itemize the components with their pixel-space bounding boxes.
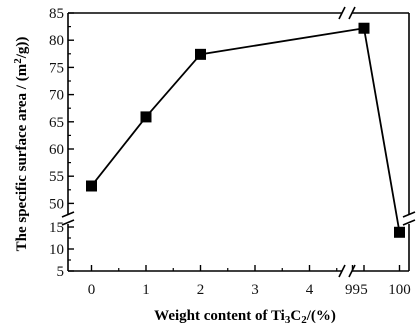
top-axis-break-b [348,6,356,20]
x-axis-break-a [338,264,346,278]
x-tick-label: 1 [142,282,150,298]
y-tick-label: 5 [57,264,65,280]
data-point-marker [195,48,206,60]
y-axis-break-b [61,219,75,226]
y-axis-title: The specific surface area / (m2/g)) [12,37,30,252]
x-tick-label: 2 [197,282,205,298]
data-series [86,22,405,238]
y-tick-label: 50 [49,196,64,212]
y-tick-label: 65 [49,115,64,131]
y-tick-label: 85 [49,6,64,22]
y-tick-label: 60 [49,142,64,158]
x-tick-label: 4 [306,282,314,298]
tick-marks [68,12,401,272]
y-tick-label: 10 [49,242,64,258]
x-tick-label: 100 [388,282,411,298]
x-tick-label: 99 [345,282,360,298]
y-tick-label: 75 [49,60,64,76]
x-tick-label: 3 [251,282,259,298]
x-tick-label: 0 [88,282,96,298]
x-tick-label: 5 [360,282,368,298]
y-axis-break-a [61,211,75,218]
y-tick-label: 55 [49,169,64,185]
top-axis-break-a [338,6,346,20]
data-point-marker [86,180,97,192]
data-point-marker [394,226,405,238]
y-tick-label: 80 [49,33,64,49]
y-tick-label: 70 [49,88,64,104]
axes [61,6,416,278]
data-point-marker [140,111,152,123]
right-axis-break-a [402,211,416,218]
x-axis-title: Weight content of Ti3C2/(%) [154,308,336,326]
right-axis-break-b [402,219,416,226]
data-point-marker [358,22,370,34]
y-tick-label: 15 [49,220,64,236]
series-line [90,27,401,233]
